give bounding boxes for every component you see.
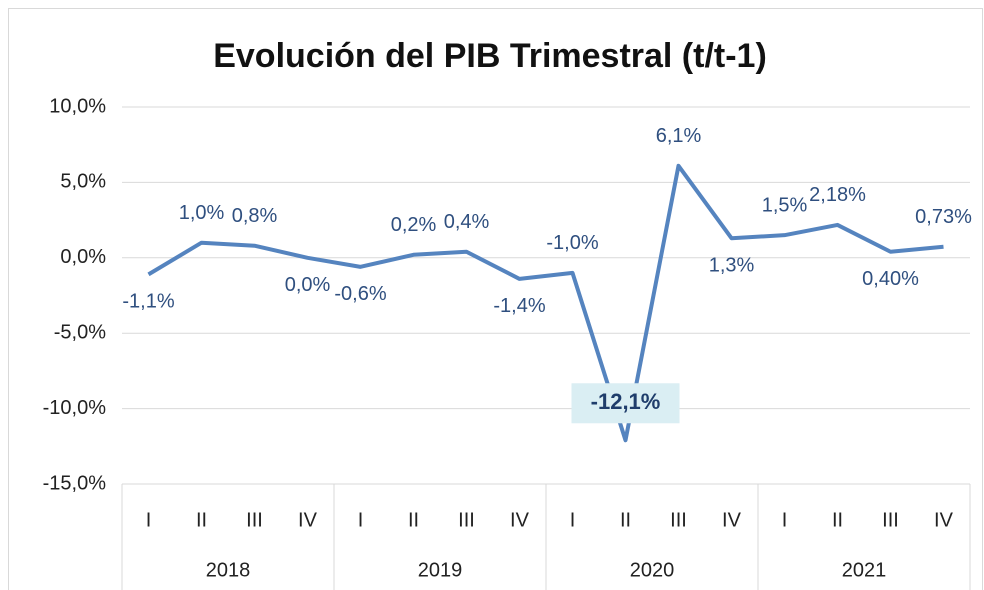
series-line [147,163,944,443]
y-tick-label: 5,0% [60,171,106,193]
x-tick-label: IV [298,509,318,531]
x-tick-label: IV [722,509,742,531]
value-label: -1,1% [122,291,174,313]
y-tick-label: -15,0% [43,472,107,494]
x-tick-label: III [458,509,475,531]
value-label: -0,6% [334,283,386,305]
x-tick-label: II [832,509,843,531]
x-tick-label: I [358,509,364,531]
highlight-box [571,383,680,424]
x-tick-label: II [620,509,631,531]
y-tick-label: -5,0% [54,321,106,343]
x-tick-label: III [246,509,263,531]
group-label: 2020 [630,559,675,581]
value-label: 1,5% [762,194,808,216]
x-tick-label: II [408,509,419,531]
y-tick-label: -10,0% [43,397,107,419]
value-label: 0,40% [862,268,919,290]
group-label: 2019 [418,559,463,581]
value-label: -1,0% [546,232,598,254]
value-label: 0,4% [444,211,490,233]
x-tick-label: I [570,509,576,531]
x-tick-label: IV [934,509,954,531]
x-tick-label: IV [510,509,530,531]
value-label: -1,4% [493,295,545,317]
group-label: 2018 [206,559,251,581]
value-label: -12,1% [591,389,661,414]
value-label: 0,73% [915,206,972,228]
value-label: 6,1% [656,125,702,147]
x-tick-label: III [882,509,899,531]
value-label: 0,0% [285,274,331,296]
value-label: 2,18% [809,184,866,206]
value-label: 1,3% [709,254,755,276]
x-tick-label: II [196,509,207,531]
x-tick-label: I [782,509,788,531]
group-label: 2021 [842,559,887,581]
x-tick-label: III [670,509,687,531]
chart-border [8,8,983,590]
value-label: 0,8% [232,205,278,227]
x-tick-label: I [146,509,152,531]
value-label: 1,0% [179,202,225,224]
y-tick-label: 10,0% [49,95,106,117]
chart-title: Evolución del PIB Trimestral (t/t-1) [213,37,767,75]
y-tick-label: 0,0% [60,246,106,268]
value-label: 0,2% [391,214,437,236]
